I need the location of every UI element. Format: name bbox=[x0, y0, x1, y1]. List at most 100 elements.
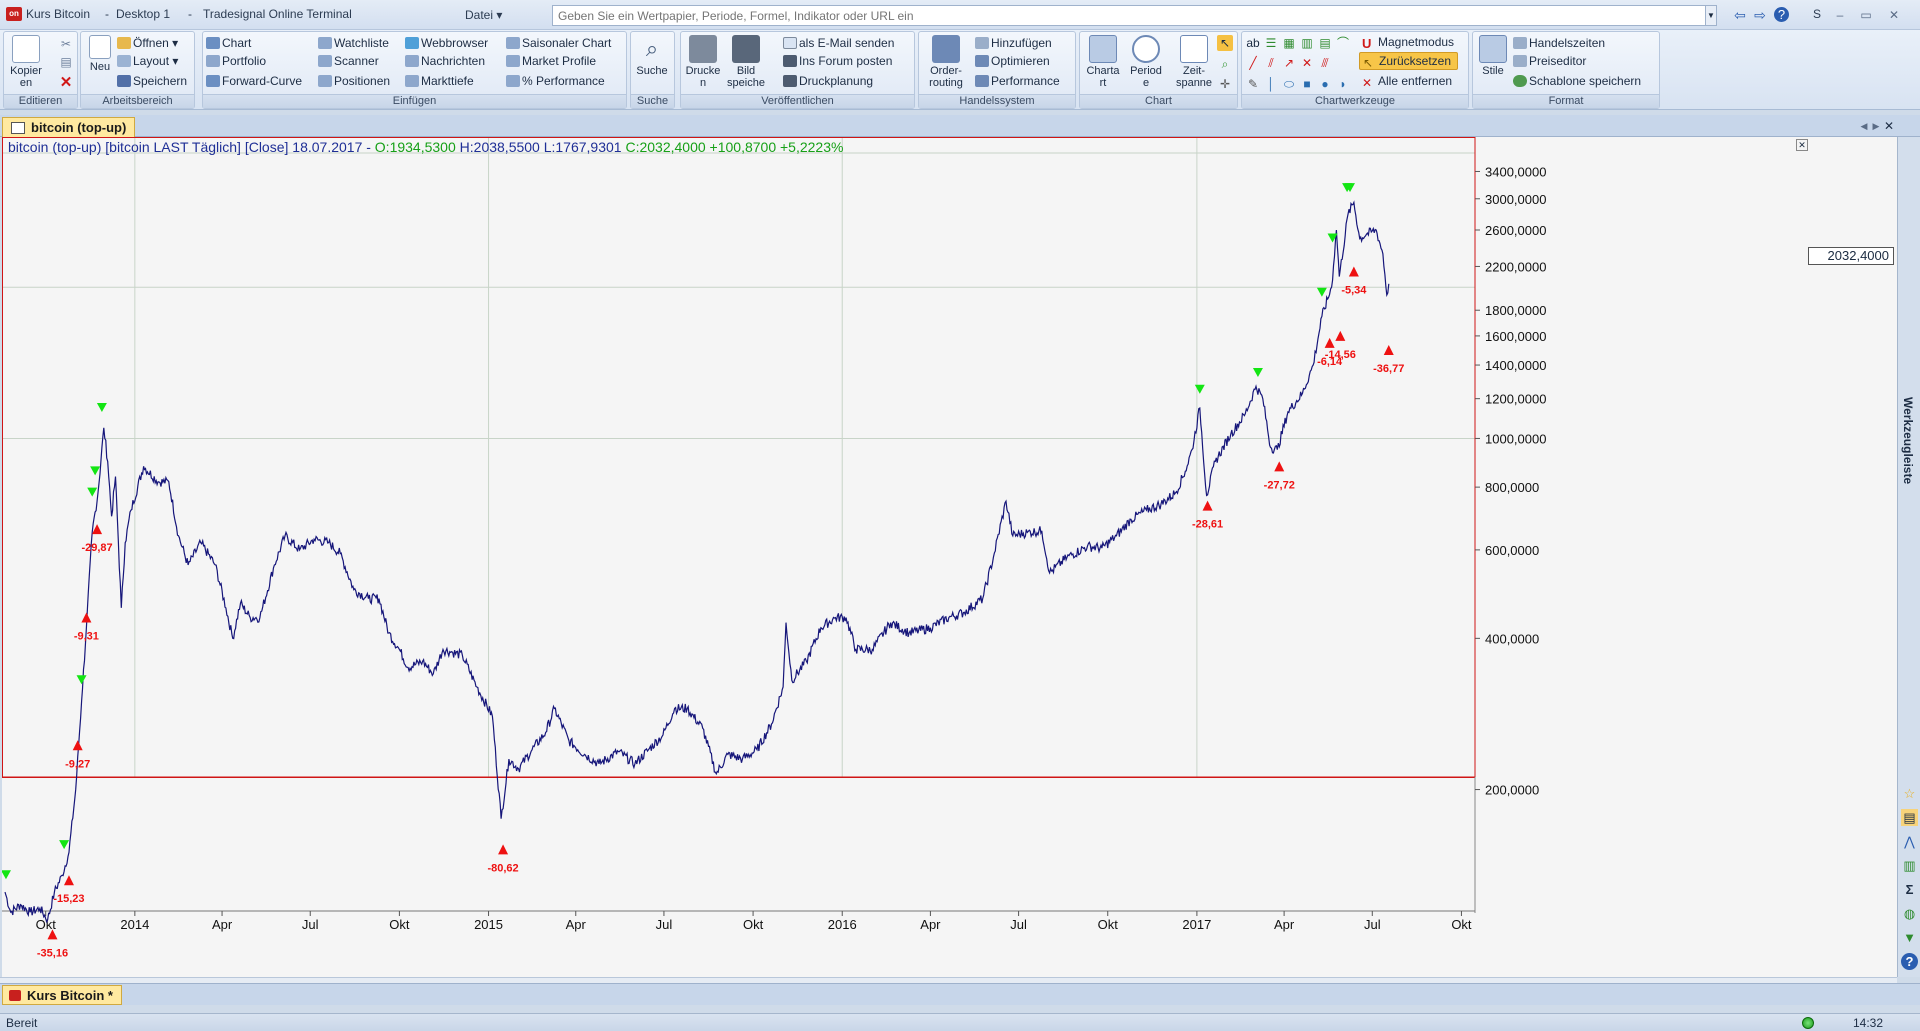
save-icon bbox=[117, 75, 131, 87]
copy-button[interactable]: Kopier en bbox=[9, 35, 43, 95]
text-tool-icon[interactable]: ab bbox=[1246, 36, 1260, 50]
filter-icon[interactable]: ▼ bbox=[1903, 930, 1916, 945]
close-window-button[interactable]: ✕ bbox=[1888, 8, 1900, 22]
optimize-button[interactable]: Optimieren bbox=[975, 52, 1050, 70]
price-chart[interactable]: 3400,0000 3000,0000 2600,0000 2200,0000 1800… bbox=[2, 137, 1897, 977]
sell-signal-label: -29,87 bbox=[81, 542, 112, 554]
y-axis-tick-label: 2200,0000 bbox=[1485, 259, 1546, 274]
ray-tool-icon[interactable]: ↗ bbox=[1283, 56, 1295, 70]
reset-button[interactable]: ↖ Zurücksetzen bbox=[1359, 52, 1459, 70]
file-menu[interactable]: Datei ▾ bbox=[465, 8, 503, 22]
cross-tool-icon[interactable]: ✕ bbox=[1301, 56, 1313, 70]
time-span-button[interactable]: Zeit-spanne bbox=[1172, 35, 1216, 95]
insert-market-profile-button[interactable]: Market Profile bbox=[506, 52, 596, 70]
ellipse-tool-icon[interactable]: ⬭ bbox=[1283, 77, 1295, 91]
insert-portfolio-button[interactable]: Portfolio bbox=[206, 52, 266, 70]
favorites-star-icon[interactable]: ☆ bbox=[1903, 786, 1916, 801]
remove-all-button[interactable]: ✕ Alle entfernen bbox=[1362, 72, 1452, 90]
forward-arrow-icon[interactable]: ⇨ bbox=[1754, 7, 1766, 23]
rectangle-tool-icon[interactable]: ■ bbox=[1303, 77, 1311, 91]
insert-scanner-button[interactable]: Scanner bbox=[318, 52, 379, 70]
desktop-tab[interactable]: Kurs Bitcoin * bbox=[2, 985, 122, 1005]
globe-icon[interactable]: ◍ bbox=[1903, 906, 1916, 921]
strategy-performance-button[interactable]: Performance bbox=[975, 72, 1060, 90]
tool-sidebar-label[interactable]: Werkzeugleiste bbox=[1901, 397, 1915, 485]
chart-header: bitcoin (top-up) [bitcoin LAST Täglich] … bbox=[8, 139, 843, 155]
trading-hours-label: Handelszeiten bbox=[1529, 36, 1606, 50]
search-button[interactable]: ⌕ Suche bbox=[635, 35, 669, 95]
post-forum-button[interactable]: Ins Forum posten bbox=[783, 52, 892, 70]
insert-positions-button[interactable]: Positionen bbox=[318, 72, 390, 90]
sum-icon[interactable]: Σ bbox=[1905, 882, 1914, 897]
order-routing-button[interactable]: Order-routing bbox=[923, 35, 969, 95]
sell-signal-label: -80,62 bbox=[487, 862, 518, 874]
new-button[interactable]: Neu bbox=[83, 35, 117, 95]
shape-tool-icon[interactable]: ◗ bbox=[1339, 77, 1347, 91]
open-button[interactable]: Öffnen ▾ bbox=[117, 34, 178, 52]
save-image-button[interactable]: Bild speiche bbox=[727, 35, 765, 95]
tab-scroll-left-icon[interactable]: ◀ bbox=[1860, 121, 1868, 131]
send-email-button[interactable]: als E-Mail senden bbox=[783, 34, 894, 52]
indicators-icon[interactable]: ⋀ bbox=[1904, 834, 1915, 849]
fan-tool-icon[interactable]: ⫻ bbox=[1321, 56, 1329, 70]
close-chart-icon[interactable]: ✕ bbox=[1796, 139, 1808, 151]
insert-market-profile-label: Market Profile bbox=[522, 54, 597, 68]
print-schedule-button[interactable]: Druckplanung bbox=[783, 72, 873, 90]
styles-button[interactable]: Stile bbox=[1476, 35, 1510, 95]
channel-tool-icon[interactable]: ⫽ bbox=[1268, 56, 1274, 70]
chart-tools-icon[interactable]: ▤ bbox=[1901, 809, 1918, 826]
save-button[interactable]: Speichern bbox=[117, 72, 187, 90]
ribbon-group-editieren: Kopier en ✂ ▤ ✕ Editieren bbox=[3, 31, 78, 109]
magnet-mode-button[interactable]: U Magnetmodus bbox=[1362, 33, 1454, 51]
insert-seasonal-chart-button[interactable]: Saisonaler Chart bbox=[506, 34, 611, 52]
hline-tool-icon[interactable]: ☰ bbox=[1265, 36, 1277, 50]
insert-watchlist-button[interactable]: Watchliste bbox=[318, 34, 389, 52]
price-editor-button[interactable]: Preiseditor bbox=[1513, 52, 1586, 70]
trendline-tool-icon[interactable]: ╱ bbox=[1249, 56, 1257, 70]
strategies-icon[interactable]: ▥ bbox=[1903, 858, 1916, 873]
insert-forward-curve-button[interactable]: Forward-Curve bbox=[206, 72, 302, 90]
maximize-button[interactable]: ▭ bbox=[1860, 8, 1872, 22]
crosshair-icon[interactable]: ✛ bbox=[1219, 77, 1231, 91]
sidebar-help-icon[interactable]: ? bbox=[1901, 953, 1918, 970]
chart-tab[interactable]: bitcoin (top-up) bbox=[2, 117, 136, 137]
insert-news-button[interactable]: Nachrichten bbox=[405, 52, 485, 70]
layout-button[interactable]: Layout ▾ bbox=[117, 52, 178, 70]
fib-tool-icon[interactable]: ▤ bbox=[1319, 36, 1331, 50]
period-button[interactable]: Period e bbox=[1128, 35, 1164, 95]
arc-tool-icon[interactable]: ⌒ bbox=[1336, 36, 1349, 50]
y-axis-tick-label: 3400,0000 bbox=[1485, 164, 1546, 179]
bars-tool-icon[interactable]: ▥ bbox=[1301, 36, 1313, 50]
cut-icon[interactable]: ✂ bbox=[60, 37, 72, 51]
help-icon[interactable]: ? bbox=[1774, 7, 1789, 22]
zoom-tool-icon[interactable]: ⌕ bbox=[1221, 57, 1229, 71]
insert-performance-button[interactable]: % Performance bbox=[506, 72, 605, 90]
post-forum-label: Ins Forum posten bbox=[799, 54, 893, 68]
chart-type-button[interactable]: Charta rt bbox=[1083, 35, 1123, 95]
print-schedule-icon bbox=[783, 75, 797, 87]
search-dropdown-button[interactable]: ▼ bbox=[1705, 5, 1717, 26]
chart-panel[interactable]: 3400,0000 3000,0000 2600,0000 2200,0000 1800… bbox=[2, 137, 1897, 977]
remove-all-label: Alle entfernen bbox=[1378, 74, 1453, 88]
grid-tool-icon[interactable]: ▦ bbox=[1283, 36, 1295, 50]
trading-hours-button[interactable]: Handelszeiten bbox=[1513, 34, 1605, 52]
circle-tool-icon[interactable]: ● bbox=[1321, 77, 1329, 91]
delete-icon[interactable]: ✕ bbox=[59, 74, 73, 91]
tab-scroll-right-icon[interactable]: ▶ bbox=[1872, 121, 1880, 131]
back-arrow-icon[interactable]: ⇦ bbox=[1734, 7, 1746, 23]
paste-icon[interactable]: ▤ bbox=[60, 55, 72, 69]
close-chart-tab-icon[interactable]: ✕ bbox=[1883, 119, 1895, 133]
price-line bbox=[4, 200, 1390, 924]
status-time: 14:32 bbox=[1853, 1016, 1884, 1030]
search-input[interactable] bbox=[552, 5, 1707, 26]
vline-tool-icon[interactable]: │ bbox=[1267, 77, 1275, 91]
save-template-button[interactable]: Schablone speichern bbox=[1513, 72, 1641, 90]
insert-market-depth-button[interactable]: Markttiefe bbox=[405, 72, 474, 90]
print-button[interactable]: Drucke n bbox=[685, 35, 721, 95]
insert-webbrowser-button[interactable]: Webbrowser bbox=[405, 34, 488, 52]
pen-tool-icon[interactable]: ✎ bbox=[1247, 77, 1259, 91]
pointer-tool-icon[interactable]: ↖ bbox=[1217, 35, 1233, 51]
insert-chart-button[interactable]: Chart bbox=[206, 34, 251, 52]
add-strategy-button[interactable]: Hinzufügen bbox=[975, 34, 1052, 52]
minimize-button[interactable]: – bbox=[1836, 8, 1844, 22]
